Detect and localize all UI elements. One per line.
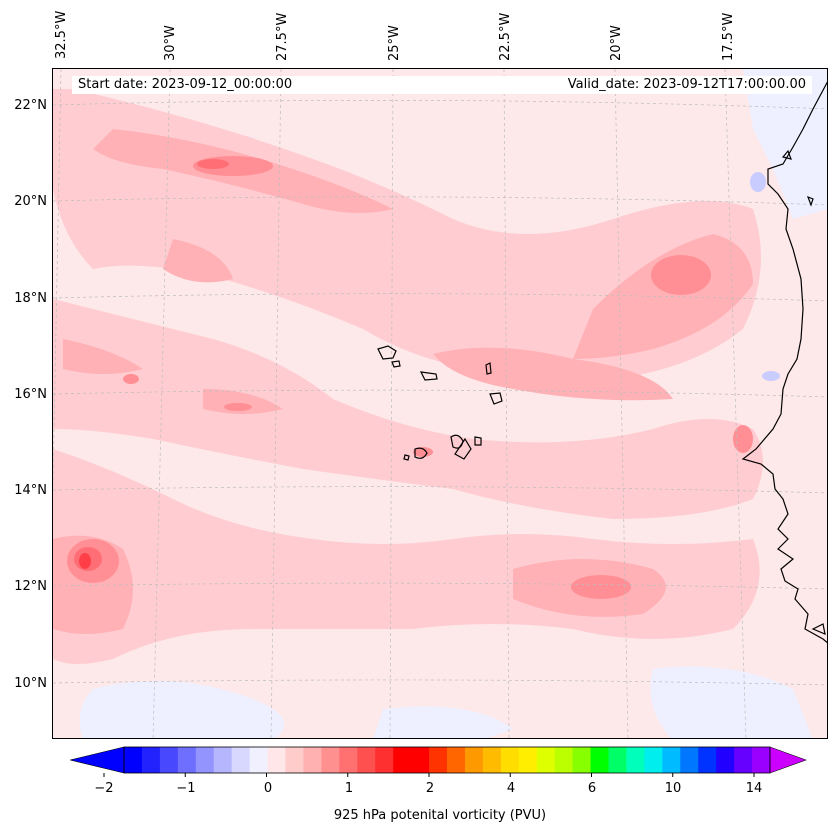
colorbar-cell (447, 747, 466, 773)
lon-label-32-5w: 32.5°W (54, 10, 69, 59)
colorbar-cell (482, 747, 502, 773)
colorbar-cell (608, 747, 627, 773)
colorbar-cell (124, 747, 143, 773)
colorbar-cell (321, 747, 340, 773)
colorbar-tick-label-6: 6 (587, 781, 597, 796)
colorbar-cell (716, 747, 735, 773)
colorbar-tick-label-neg2: −2 (94, 781, 114, 796)
colorbar-cell (464, 747, 484, 773)
cabo-verde-islands (377, 345, 503, 461)
lon-label-20w: 20°W (609, 25, 624, 61)
colorbar-cell (644, 747, 663, 773)
colorbar-outline (123, 746, 771, 774)
colorbar-cell (626, 747, 645, 773)
start-date-label: Start date: 2023-09-12_00:00:00 (72, 76, 318, 94)
colorbar-cell (393, 747, 412, 773)
lon-label-30w: 30°W (163, 25, 178, 61)
lat-label-10n: 10°N (14, 676, 47, 691)
colorbar-cell (303, 747, 322, 773)
colorbar-cell (590, 747, 609, 773)
lon-label-22-5w: 22.5°W (498, 12, 513, 61)
colorbar-cell (375, 747, 394, 773)
colorbar-max-arrow (769, 746, 807, 774)
lat-label-14n: 14°N (14, 483, 47, 498)
colorbar-cell (680, 747, 699, 773)
africa-coastline (741, 81, 827, 644)
colorbar-tick-marks (103, 773, 755, 777)
colorbar-tick-label-14: 14 (745, 781, 763, 796)
lon-label-25w: 25°W (387, 25, 402, 61)
colorbar-cell (536, 747, 556, 773)
gridlines (53, 69, 827, 738)
colorbar-tick-label-4: 4 (506, 781, 516, 796)
colorbar-cell (141, 747, 161, 773)
lat-label-22n: 22°N (14, 98, 47, 113)
colorbar-tick-label-neg1: −1 (176, 781, 196, 796)
colorbar-cell (339, 747, 358, 773)
colorbar-tick-label-10: 10 (664, 781, 682, 796)
colorbar-cell (752, 747, 771, 773)
pv-field-map (53, 69, 827, 738)
colorbar-cell (500, 747, 520, 773)
colorbar-cell (267, 747, 286, 773)
colorbar-min-arrow (70, 746, 125, 774)
colorbar-tick-label-2: 2 (425, 781, 435, 796)
map-panel[interactable] (52, 68, 828, 739)
colorbar-cell (195, 747, 215, 773)
colorbar-cells (124, 747, 771, 773)
lat-label-16n: 16°N (14, 387, 47, 402)
colorbar-cell (518, 747, 538, 773)
colorbar-cell (429, 747, 448, 773)
colorbar (70, 746, 807, 777)
lon-label-17-5w: 17.5°W (721, 12, 736, 61)
colorbar-tick-label-0: 0 (263, 781, 273, 796)
colorbar-title: 925 hPa potenital vorticity (PVU) (333, 808, 547, 823)
colorbar-cell (734, 747, 753, 773)
valid-date-label: Valid_date: 2023-09-12T17:00:00.00 (312, 76, 812, 94)
colorbar-cell (662, 747, 681, 773)
colorbar-cell (159, 747, 179, 773)
lon-label-27-5w: 27.5°W (275, 12, 290, 61)
colorbar-cell (285, 747, 304, 773)
colorbar-cell (249, 747, 269, 773)
colorbar-cell (213, 747, 233, 773)
colorbar-cell (411, 747, 430, 773)
colorbar-tick-label-1: 1 (344, 781, 354, 796)
lat-label-18n: 18°N (14, 291, 47, 306)
lat-label-20n: 20°N (14, 194, 47, 209)
pv-center-core (79, 553, 91, 569)
lat-label-12n: 12°N (14, 579, 47, 594)
colorbar-cell (231, 747, 251, 773)
colorbar-cell (554, 747, 574, 773)
colorbar-cell (177, 747, 197, 773)
colorbar-cell (698, 747, 717, 773)
colorbar-cell (357, 747, 376, 773)
colorbar-cell (572, 747, 592, 773)
